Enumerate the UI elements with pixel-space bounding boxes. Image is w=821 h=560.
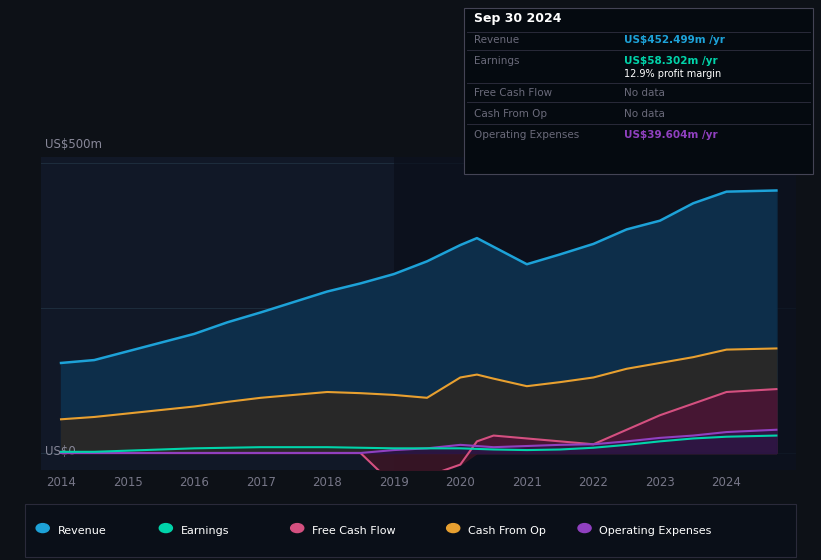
Text: 12.9% profit margin: 12.9% profit margin	[624, 69, 721, 79]
Text: Free Cash Flow: Free Cash Flow	[312, 526, 396, 536]
Text: Cash From Op: Cash From Op	[474, 109, 547, 119]
Text: Revenue: Revenue	[57, 526, 106, 536]
Text: Earnings: Earnings	[181, 526, 229, 536]
Text: US$39.604m /yr: US$39.604m /yr	[624, 130, 718, 141]
Text: No data: No data	[624, 88, 665, 98]
Text: Operating Expenses: Operating Expenses	[474, 130, 579, 141]
Text: Free Cash Flow: Free Cash Flow	[474, 88, 552, 98]
Text: US$58.302m /yr: US$58.302m /yr	[624, 57, 718, 67]
Text: Cash From Op: Cash From Op	[468, 526, 546, 536]
Text: No data: No data	[624, 109, 665, 119]
Text: US$0: US$0	[45, 445, 76, 458]
Text: Operating Expenses: Operating Expenses	[599, 526, 712, 536]
Text: Sep 30 2024: Sep 30 2024	[474, 12, 562, 25]
Text: Earnings: Earnings	[474, 57, 519, 67]
Text: US$500m: US$500m	[45, 138, 102, 151]
Bar	[394, 157, 796, 470]
Text: US$452.499m /yr: US$452.499m /yr	[624, 35, 725, 45]
Text: Revenue: Revenue	[474, 35, 519, 45]
